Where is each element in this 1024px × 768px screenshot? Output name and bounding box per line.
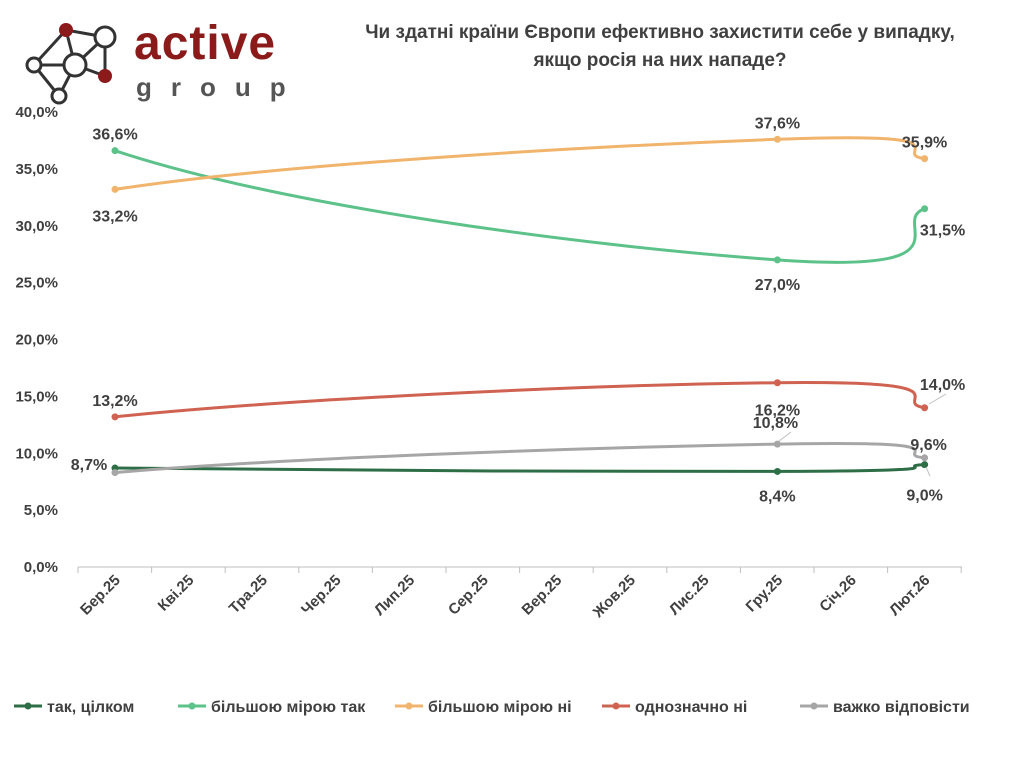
leader-line (778, 431, 792, 442)
chart-title: Чи здатні країни Європи ефективно захист… (365, 22, 955, 71)
x-tick-label: Гру.25 (743, 572, 787, 616)
logo-dot-right (98, 69, 112, 83)
x-tick-label: Жов.25 (589, 572, 639, 622)
x-tick-label: Чер.25 (298, 572, 345, 619)
x-tick-label: Лип.25 (371, 572, 418, 619)
series-point (773, 440, 781, 448)
series-line (113, 442, 927, 475)
legend-label: важко відповісти (833, 699, 970, 716)
series-line (113, 136, 927, 191)
x-tick-label: Січ.26 (816, 572, 860, 616)
series-line (113, 149, 927, 264)
data-label: 14,0% (920, 377, 965, 394)
data-label: 37,6% (755, 115, 800, 132)
data-label: 36,6% (92, 127, 137, 144)
logo-network-icon (25, 25, 117, 105)
legend-label: більшою мірою ні (428, 699, 572, 716)
x-tick-label: Вер.25 (519, 572, 566, 619)
series-point (773, 256, 781, 264)
y-tick-label: 0,0% (24, 559, 58, 576)
x-tick-label: Кві.25 (155, 572, 198, 615)
chart-data-labels: 8,7% 8,4% 9,0% 36,6% 27,0% 31,5% 33,2% 37,6% 35,… (71, 115, 966, 505)
series-line (113, 463, 927, 474)
x-tick-label: Тра.25 (226, 572, 271, 617)
series-point (921, 454, 929, 462)
chart-series (111, 135, 929, 477)
series-point (773, 467, 781, 475)
legend-label: більшою мірою так (211, 699, 366, 716)
y-tick-label: 5,0% (24, 502, 58, 519)
legend-swatch-dot (612, 702, 620, 710)
series-point (921, 461, 929, 469)
series-point (921, 205, 929, 213)
series-line (113, 381, 927, 419)
series-point (111, 469, 119, 477)
data-label: 35,9% (902, 135, 947, 152)
chart-axes: 0,0% 5,0% 10,0% 15,0% 20,0% 25,0% 30,0% 35,0% 40… (15, 104, 962, 622)
data-label: 8,4% (759, 488, 795, 505)
x-tick-label: Бер.25 (77, 572, 124, 619)
y-tick-label: 15,0% (15, 388, 58, 405)
x-tick-label: Лют.26 (886, 572, 933, 619)
data-label: 9,0% (906, 488, 942, 505)
series-point (111, 147, 119, 155)
logo-word-active: active (134, 17, 276, 70)
data-label: 10,8% (753, 415, 798, 432)
chart-title-line: Чи здатні країни Європи ефективно захист… (365, 22, 955, 43)
logo-dot-top (59, 23, 73, 37)
y-tick-label: 35,0% (15, 161, 58, 178)
legend-swatch-dot (810, 702, 818, 710)
logo-word-group: group (136, 72, 305, 102)
active-group-logo: active group (25, 17, 305, 105)
legend-swatch-dot (188, 702, 196, 710)
data-label: 27,0% (755, 277, 800, 294)
y-tick-label: 10,0% (15, 445, 58, 462)
data-label: 9,6% (910, 437, 946, 454)
data-label: 16,2% (755, 403, 800, 420)
legend-swatch-dot (24, 702, 32, 710)
y-tick-label: 30,0% (15, 218, 58, 235)
chart-legend: так, цілком більшою мірою так більшою міро… (14, 699, 970, 716)
legend-label: так, цілком (47, 699, 134, 716)
series-point (921, 155, 929, 163)
data-label: 13,2% (92, 393, 137, 410)
legend-swatch-dot (405, 702, 413, 710)
series-point (111, 413, 119, 421)
chart-title-line: якщо росія на них нападе? (532, 50, 786, 71)
data-label: 8,7% (71, 457, 107, 474)
y-tick-label: 40,0% (15, 104, 58, 121)
series-point (773, 379, 781, 387)
leader-line (928, 393, 947, 405)
leader-line (925, 466, 931, 477)
x-tick-label: Лис.25 (666, 572, 713, 619)
series-point (773, 135, 781, 143)
data-label: 31,5% (920, 223, 965, 240)
series-point (921, 404, 929, 412)
data-label: 33,2% (92, 208, 137, 225)
series-point (111, 185, 119, 193)
x-tick-label: Сер.25 (445, 572, 492, 619)
y-tick-label: 20,0% (15, 332, 58, 349)
y-tick-label: 25,0% (15, 275, 58, 292)
legend-label: однозначно ні (635, 699, 747, 716)
